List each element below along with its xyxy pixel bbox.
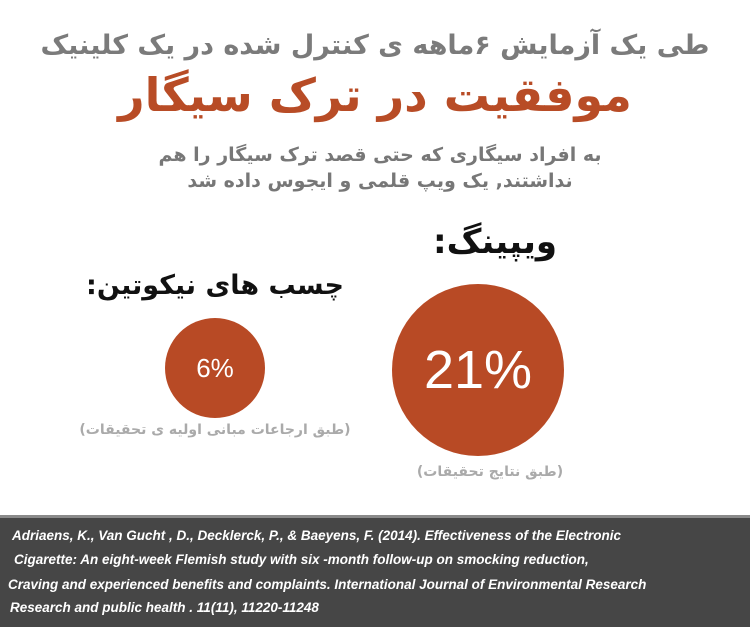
patches-value: 6% <box>196 352 234 383</box>
reference-line-4: Research and public health . 11(11), 112… <box>10 600 319 615</box>
vaping-label: ویپینگ: <box>433 222 557 262</box>
patches-circle: 6% <box>165 318 265 418</box>
reference-line-2: Cigarette: An eight-week Flemish study w… <box>14 552 589 567</box>
subtitle-line-2: نداشتند, یک ویپ قلمی و ایجوس داده شد <box>187 170 573 192</box>
vaping-caption: (طبق نتایج تحقیقات) <box>416 464 564 480</box>
reference-footer: Adriaens, K., Van Gucht , D., Decklerck,… <box>0 515 750 627</box>
supertitle: طی یک آزمایش ۶ماهه ی کنترل شده در یک کلی… <box>40 30 710 61</box>
page-title: موفقیت در ترک سیگار <box>118 68 632 122</box>
vaping-circle: 21% <box>392 284 564 456</box>
reference-line-3: Craving and experienced benefits and com… <box>8 577 647 592</box>
patches-caption: (طبق ارجاعات مبانی اولیه ی تحقیقات) <box>79 422 351 438</box>
reference-line-1: Adriaens, K., Van Gucht , D., Decklerck,… <box>12 528 621 543</box>
patches-label: چسب های نیکوتین: <box>86 270 344 301</box>
vaping-value: 21% <box>423 340 533 400</box>
subtitle: به افراد سیگاری که حتی قصد ترک سیگار را … <box>150 142 610 194</box>
subtitle-line-1: به افراد سیگاری که حتی قصد ترک سیگار را … <box>158 144 602 166</box>
